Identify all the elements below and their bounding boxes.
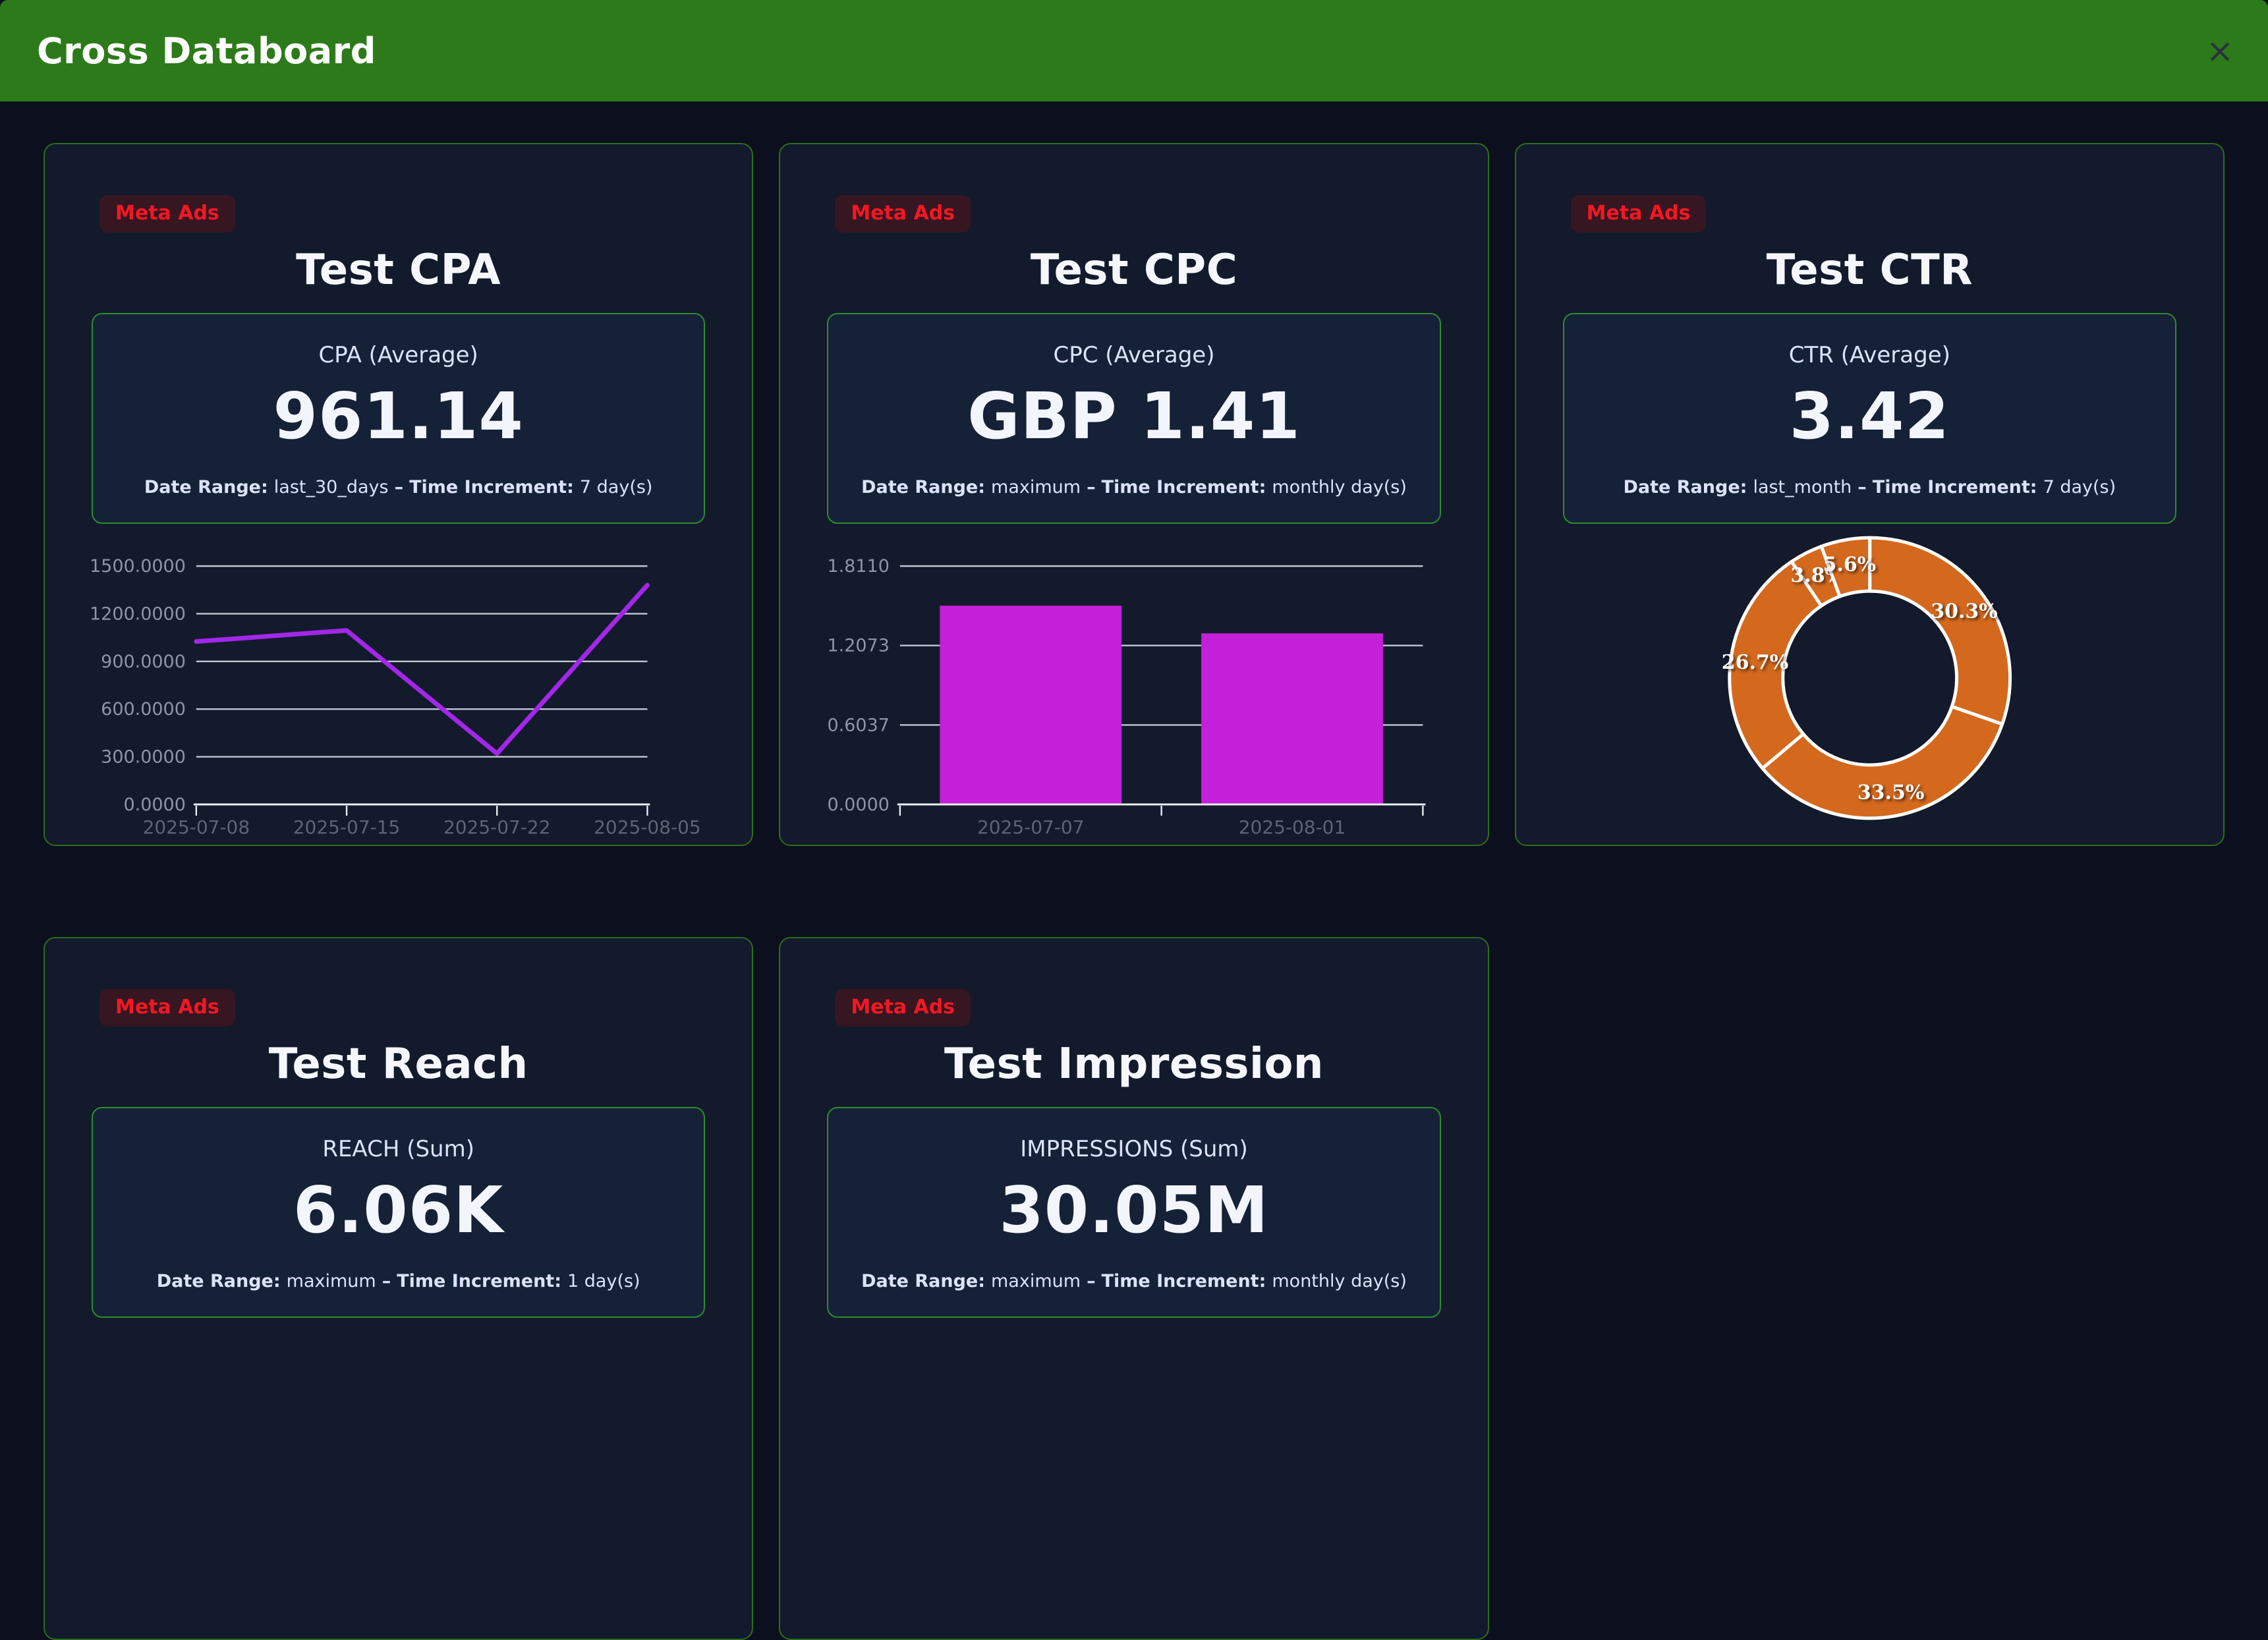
svg-text:1500.0000: 1500.0000 xyxy=(90,556,186,577)
date-range-label: Date Range: xyxy=(861,1271,986,1291)
time-increment-label: Time Increment: xyxy=(1101,1271,1266,1291)
time-increment-label: Time Increment: xyxy=(1101,477,1266,497)
date-range-value: maximum xyxy=(991,1271,1081,1291)
card-test-reach: Meta Ads Test Reach REACH (Sum) 6.06K Da… xyxy=(43,937,754,1640)
card-title: Test CPA xyxy=(296,246,501,295)
metric-summary-box: CPA (Average) 961.14 Date Range: last_30… xyxy=(92,313,706,524)
page-title: Cross Databoard xyxy=(37,30,376,72)
separator-dash: – xyxy=(1857,477,1867,497)
svg-text:2025-07-07: 2025-07-07 xyxy=(977,816,1085,838)
source-badge: Meta Ads xyxy=(99,989,235,1027)
metric-value: 6.06K xyxy=(293,1173,504,1247)
date-range-line: Date Range: maximum – Time Increment: mo… xyxy=(844,1271,1423,1291)
metric-summary-box: IMPRESSIONS (Sum) 30.05M Date Range: max… xyxy=(827,1107,1441,1318)
metric-value: GBP 1.41 xyxy=(967,379,1301,453)
source-badge: Meta Ads xyxy=(1570,195,1707,233)
chart-area[interactable]: 30.3% 33.5% 26.7% 3.8% 5.6% xyxy=(1516,528,2223,845)
time-increment-value: 1 day(s) xyxy=(567,1271,640,1291)
time-increment-value: monthly day(s) xyxy=(1272,1271,1407,1291)
time-increment-value: 7 day(s) xyxy=(579,477,653,497)
card-title: Test Reach xyxy=(268,1040,528,1089)
metric-summary-box: CPC (Average) GBP 1.41 Date Range: maxim… xyxy=(827,313,1441,524)
svg-text:5.6%: 5.6% xyxy=(1823,553,1876,576)
source-badge: Meta Ads xyxy=(835,989,971,1027)
svg-text:2025-07-08: 2025-07-08 xyxy=(143,816,250,838)
svg-text:0.0000: 0.0000 xyxy=(828,795,890,815)
date-range-value: last_30_days xyxy=(273,477,389,497)
card-title: Test CPC xyxy=(1030,246,1238,295)
svg-text:1200.0000: 1200.0000 xyxy=(90,604,186,624)
date-range-label: Date Range: xyxy=(156,1271,281,1291)
card-test-cpa: Meta Ads Test CPA CPA (Average) 961.14 D… xyxy=(43,143,754,846)
separator-dash: – xyxy=(382,1271,391,1291)
cpc-monthly-bar-chart: 0.0000 0.6037 1.2073 1.8110 2025-07-07 2025-0… xyxy=(828,556,1426,838)
date-range-line: Date Range: maximum – Time Increment: mo… xyxy=(844,477,1423,497)
svg-text:30.3%: 30.3% xyxy=(1931,600,1997,623)
card-test-impression: Meta Ads Test Impression IMPRESSIONS (Su… xyxy=(779,937,1489,1640)
time-increment-label: Time Increment: xyxy=(409,477,574,497)
close-button[interactable]: × xyxy=(2206,32,2234,70)
separator-dash: – xyxy=(394,477,404,497)
time-increment-value: 7 day(s) xyxy=(2043,477,2116,497)
metric-summary-box: REACH (Sum) 6.06K Date Range: maximum – … xyxy=(92,1107,706,1318)
time-increment-label: Time Increment: xyxy=(397,1271,562,1291)
cards-grid: Meta Ads Test CPA CPA (Average) 961.14 D… xyxy=(43,143,2225,1640)
card-test-ctr: Meta Ads Test CTR CTR (Average) 3.42 Dat… xyxy=(1514,143,2225,846)
metric-value: 30.05M xyxy=(999,1173,1269,1247)
svg-text:600.0000: 600.0000 xyxy=(101,699,186,720)
date-range-line: Date Range: maximum – Time Increment: 1 … xyxy=(109,1271,688,1291)
svg-text:1.2073: 1.2073 xyxy=(828,636,890,656)
source-badge: Meta Ads xyxy=(835,195,971,233)
svg-text:2025-08-01: 2025-08-01 xyxy=(1239,816,1346,838)
svg-text:26.7%: 26.7% xyxy=(1721,651,1788,674)
svg-text:33.5%: 33.5% xyxy=(1857,781,1923,804)
card-title: Test CTR xyxy=(1766,246,1973,295)
metric-label: CPA (Average) xyxy=(318,342,478,368)
date-range-line: Date Range: last_30_days – Time Incremen… xyxy=(109,477,688,497)
card-title: Test Impression xyxy=(944,1040,1324,1089)
svg-text:300.0000: 300.0000 xyxy=(101,747,186,768)
date-range-label: Date Range: xyxy=(861,477,986,497)
metric-value: 3.42 xyxy=(1789,379,1950,453)
svg-text:0.0000: 0.0000 xyxy=(123,795,185,815)
time-increment-value: monthly day(s) xyxy=(1272,477,1407,497)
separator-dash: – xyxy=(1087,477,1096,497)
date-range-value: maximum xyxy=(286,1271,376,1291)
svg-text:900.0000: 900.0000 xyxy=(101,652,186,672)
metric-label: CPC (Average) xyxy=(1053,342,1215,368)
svg-text:2025-08-05: 2025-08-05 xyxy=(594,816,701,838)
date-range-value: maximum xyxy=(991,477,1081,497)
card-test-cpc: Meta Ads Test CPC CPC (Average) GBP 1.41… xyxy=(779,143,1489,846)
ctr-share-donut-chart: 30.3%33.5%26.7%3.8%5.6% xyxy=(1721,536,2012,820)
svg-text:2025-07-22: 2025-07-22 xyxy=(443,816,551,838)
metric-label: CTR (Average) xyxy=(1788,342,1950,368)
date-range-value: last_month xyxy=(1753,477,1852,497)
chart-area xyxy=(780,1322,1487,1639)
app-header: Cross Databoard × xyxy=(0,0,2268,101)
metric-label: REACH (Sum) xyxy=(322,1136,474,1162)
chart-area[interactable]: 0.0000 300.0000 600.0000 900.0000 1200.0000 1… xyxy=(45,528,752,845)
cpa-weekly-trend-line-chart: 0.0000 300.0000 600.0000 900.0000 1200.0000 1… xyxy=(90,556,701,838)
chart-area xyxy=(45,1322,752,1639)
date-range-label: Date Range: xyxy=(1623,477,1747,497)
separator-dash: – xyxy=(1087,1271,1096,1291)
date-range-label: Date Range: xyxy=(144,477,268,497)
svg-text:1.8110: 1.8110 xyxy=(828,556,890,577)
date-range-line: Date Range: last_month – Time Increment:… xyxy=(1580,477,2159,497)
svg-text:0.6037: 0.6037 xyxy=(828,715,890,735)
metric-summary-box: CTR (Average) 3.42 Date Range: last_mont… xyxy=(1562,313,2176,524)
time-increment-label: Time Increment: xyxy=(1872,477,2037,497)
source-badge: Meta Ads xyxy=(99,195,235,233)
metric-label: IMPRESSIONS (Sum) xyxy=(1020,1136,1248,1162)
metric-value: 961.14 xyxy=(273,379,524,453)
svg-text:2025-07-15: 2025-07-15 xyxy=(293,816,401,838)
chart-area[interactable]: 0.0000 0.6037 1.2073 1.8110 2025-07-07 2025-0… xyxy=(780,528,1487,845)
